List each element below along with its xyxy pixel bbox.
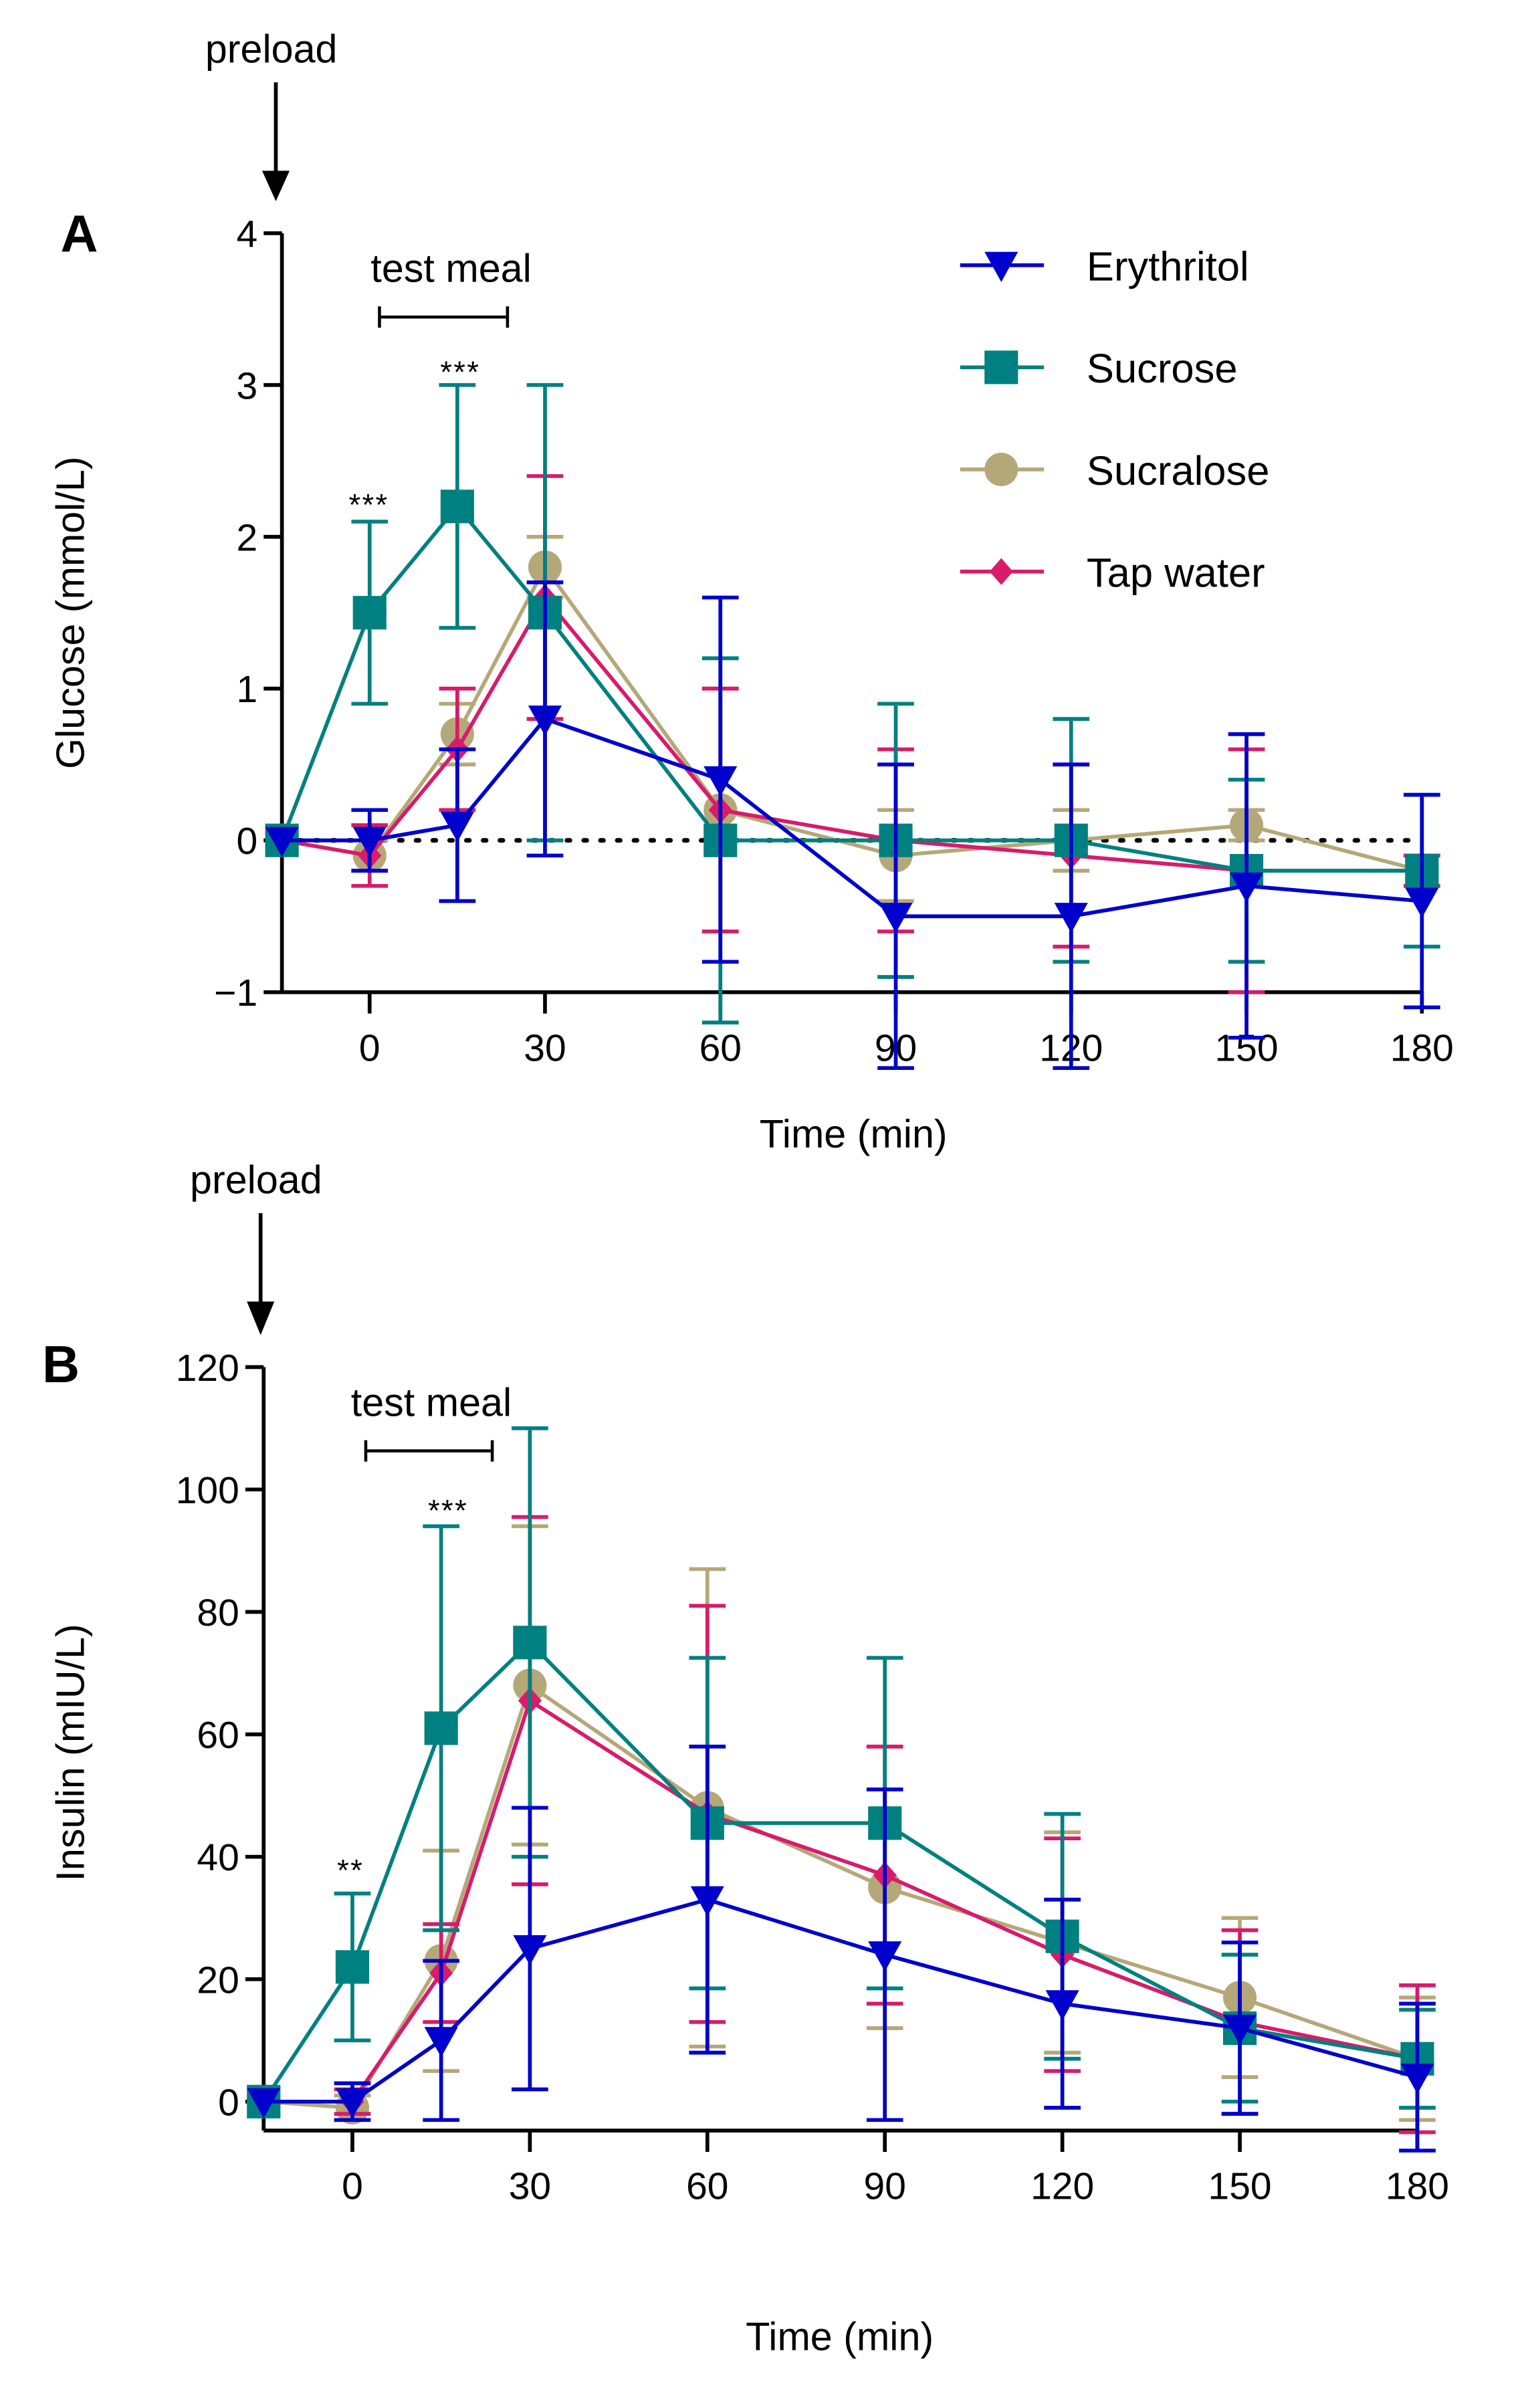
legend-marker [989,558,1013,585]
legend-entry-erythritol: Erythritol [960,243,1249,290]
legend-marker [984,350,1018,385]
data-point [352,827,387,857]
data-point [868,1941,902,1972]
preload-arrow-b [247,1213,275,1335]
data-point [1229,872,1264,903]
test-meal-label-b: test meal [351,1380,512,1424]
preload-label-b: preload [190,1158,322,1202]
x-tick-label-b: 90 [864,2165,906,2208]
data-point [352,596,387,630]
x-tick-label-b: 0 [342,2165,363,2208]
data-point [1405,887,1439,918]
y-tick-label-b: 40 [197,1836,239,1879]
y-tick-label-b: 20 [197,1959,239,2001]
data-point [265,827,299,857]
y-axis-title-b: Insulin (mIU/L) [47,1624,92,1881]
y-tick-label-b: 0 [218,2081,239,2124]
x-axis-title-b: Time (min) [746,2314,934,2359]
data-point [1400,2064,1434,2094]
legend-marker [984,251,1018,282]
legend-entry-sucrose: Sucrose [960,346,1238,392]
data-point [513,1935,547,1966]
series-sucrose-b [247,1426,1436,2118]
test-meal-label-a: test meal [370,246,531,291]
plot-area-b: 0 20 40 60 80 100 120 0 30 60 90 120 150 180 [176,1347,1449,2208]
data-point [440,811,474,843]
data-point [1045,1990,1079,2021]
y-tick-label-a: 2 [236,516,257,559]
y-tick-label-a: −1 [214,972,257,1014]
data-point [424,1711,458,1745]
y-tick-label-a: 0 [236,820,257,863]
data-point [528,705,562,736]
x-tick-label-a: 30 [524,1026,566,1069]
series-erythritol-b [247,1745,1436,2153]
y-axis-title-a: Glucose (mmol/L) [47,456,92,769]
legend-label: Erythritol [1087,243,1249,290]
significance-b-15: *** [428,1494,468,1528]
significance-b-0: ** [337,1853,364,1887]
significance-a-0: *** [348,487,389,522]
y-tick-label-b: 100 [176,1469,239,1512]
x-tick-label-b: 30 [509,2165,551,2208]
data-point [424,2027,458,2058]
test-meal-bracket-a [378,306,510,328]
panel-label-a: A [61,205,98,263]
data-point [440,489,474,524]
preload-label-a: preload [205,27,338,72]
x-tick-label-b: 120 [1030,2165,1094,2208]
y-tick-label-b: 80 [197,1592,239,1634]
series-erythritol-a [265,580,1440,1071]
x-tick-label-b: 60 [686,2165,728,2208]
data-point [703,766,738,797]
panel-label-b: B [42,1336,80,1394]
data-point [879,903,913,934]
legend-entry-sucralose: Sucralose [960,448,1270,494]
test-meal-bracket-b [364,1440,494,1462]
data-point [513,1626,547,1660]
legend-label: Tap water [1087,550,1265,596]
data-point [335,2088,370,2118]
y-tick-label-b: 60 [197,1714,239,1757]
legend-marker [984,452,1018,487]
x-tick-label-a: 0 [359,1026,380,1069]
x-tick-label-a: 180 [1390,1026,1454,1069]
y-tick-label-a: 4 [236,213,257,255]
x-axis-title-a: Time (min) [760,1111,948,1156]
x-tick-label-b: 180 [1386,2165,1449,2208]
data-point [1222,2014,1257,2046]
y-tick-label-b: 120 [176,1347,239,1390]
data-point [690,1886,724,1917]
legend: Erythritol Sucrose Sucralose Tap water [960,243,1270,596]
x-tick-label-b: 150 [1208,2165,1272,2208]
data-point [247,2088,281,2118]
preload-arrow-a [261,82,290,201]
legend-entry-tap-water: Tap water [960,550,1265,596]
data-point [335,1950,370,1984]
y-tick-label-a: 1 [236,668,257,711]
data-point [1054,903,1088,934]
legend-label: Sucralose [1087,448,1270,494]
x-tick-label-a: 60 [699,1026,742,1069]
y-tick-label-a: 3 [236,364,257,407]
legend-label: Sucrose [1087,346,1238,392]
